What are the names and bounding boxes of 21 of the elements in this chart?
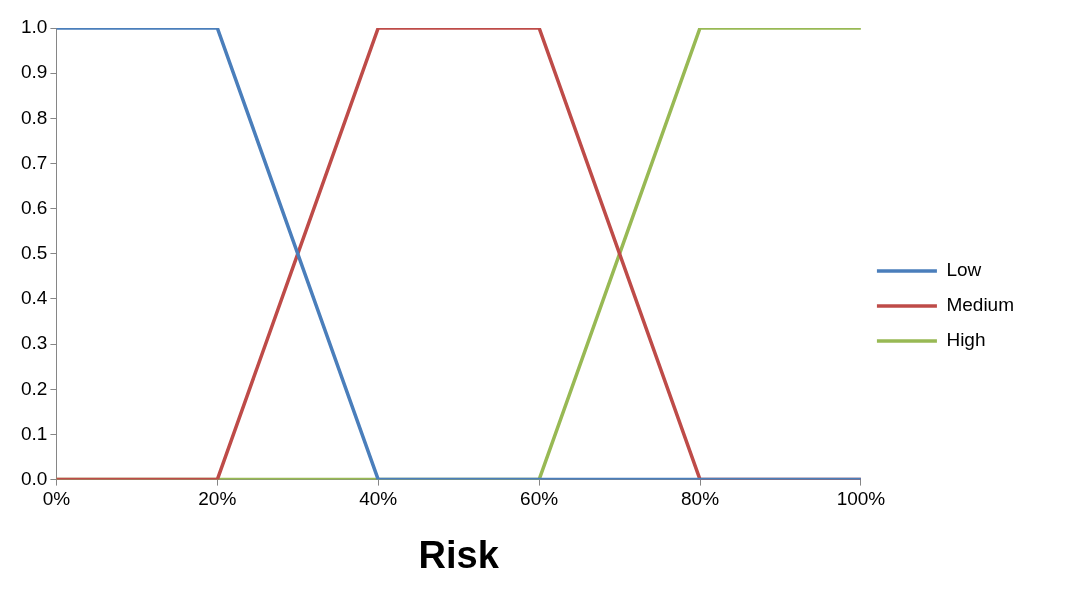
x-tick-label: 60% [520, 488, 559, 510]
y-tick-label: 0.4 [20, 287, 48, 309]
x-tick-label: 20% [198, 488, 237, 510]
x-tick-label: 100% [836, 488, 886, 510]
y-tick-label: 1.0 [20, 16, 48, 38]
y-tick-label: 0.5 [20, 242, 48, 264]
y-tick-label: 0.2 [20, 377, 48, 399]
y-tick-label: 0.7 [20, 151, 48, 173]
y-tick-label: 0.3 [20, 332, 48, 354]
legend-label: Medium [946, 294, 1014, 316]
y-tick-label: 0.1 [20, 422, 48, 444]
y-tick-label: 0.8 [20, 106, 48, 128]
y-tick-label: 0.6 [20, 196, 48, 218]
legend-label: Low [946, 259, 982, 281]
x-axis-title: Risk [418, 533, 500, 576]
x-tick-label: 0% [42, 488, 71, 510]
legend-label: High [946, 329, 986, 351]
x-tick-label: 40% [359, 488, 398, 510]
y-tick-label: 0.9 [20, 61, 48, 83]
y-tick-label: 0.0 [20, 467, 48, 489]
x-tick-label: 80% [681, 488, 720, 510]
